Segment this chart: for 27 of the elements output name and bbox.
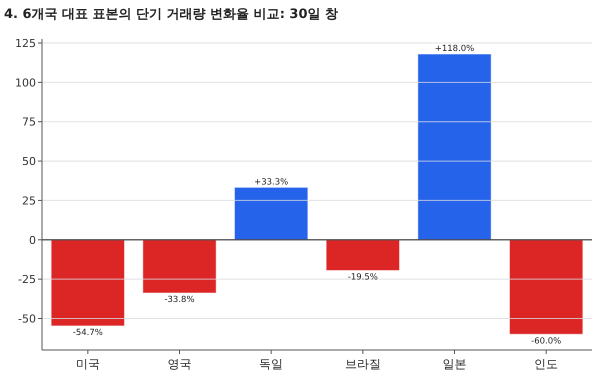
x-tick-label: 영국 — [168, 357, 192, 371]
data-label: -54.7% — [72, 328, 103, 338]
data-label: +118.0% — [434, 44, 474, 54]
y-tick-label: 100 — [15, 76, 36, 90]
y-tick-label: -50 — [18, 312, 36, 326]
bar — [326, 239, 400, 271]
y-tick-label: 125 — [15, 37, 36, 50]
y-tick-label: -25 — [18, 273, 36, 286]
data-label: -19.5% — [348, 272, 378, 282]
x-tick-label: 미국 — [76, 357, 100, 371]
y-tick-label: 75 — [22, 116, 36, 129]
bar — [234, 186, 308, 240]
y-tick-label: 50 — [22, 155, 36, 168]
y-tick-label: 25 — [22, 194, 36, 208]
data-label: -33.8% — [164, 295, 195, 306]
y-tick-label: 0 — [29, 234, 36, 247]
bar — [417, 54, 492, 240]
x-tick-label: 독일 — [259, 357, 284, 371]
bar — [50, 239, 125, 326]
data-label: +33.3% — [254, 177, 288, 188]
data-label: -60.0% — [531, 336, 562, 346]
x-tick-label: 브라질 — [344, 357, 381, 371]
chart-title: 4. 6개국 대표 표본의 단기 거래량 변화율 비교: 30일 창 — [4, 7, 338, 22]
bar — [509, 239, 584, 335]
x-tick-label: 일본 — [442, 357, 466, 371]
bar — [142, 239, 217, 294]
x-tick-label: 인도 — [534, 357, 558, 371]
